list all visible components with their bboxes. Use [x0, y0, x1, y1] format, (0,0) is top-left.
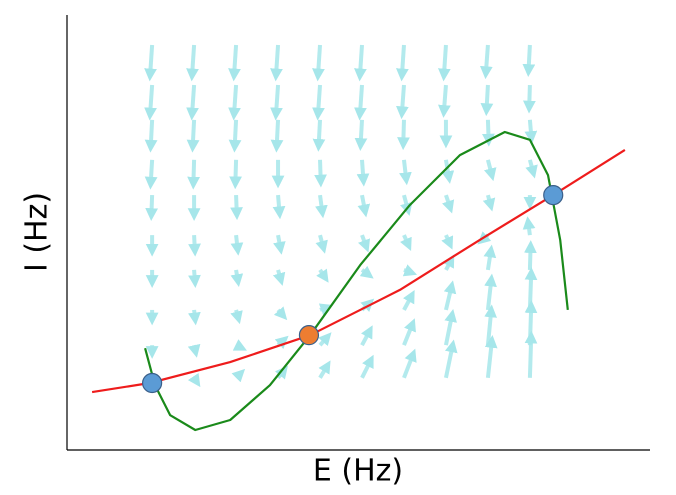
vector-arrow — [484, 273, 497, 311]
vector-arrow — [482, 119, 495, 147]
vector-arrow — [186, 44, 199, 82]
vector-arrow — [480, 84, 494, 117]
vector-arrow — [354, 44, 367, 82]
vector-arrow — [270, 84, 283, 121]
vector-arrow — [188, 235, 201, 257]
fixed-point — [543, 184, 564, 206]
vector-arrow — [524, 240, 537, 270]
vector-arrow — [354, 84, 367, 121]
vector-arrow — [187, 372, 201, 388]
vector-arrow — [479, 44, 493, 80]
vector-arrow — [443, 339, 458, 379]
vector-arrow — [312, 119, 326, 152]
vector-arrow — [312, 84, 325, 121]
vector-arrow — [270, 119, 284, 153]
vector-arrow — [230, 269, 244, 287]
vector-arrow — [315, 234, 328, 254]
vector-arrow — [230, 309, 243, 325]
vector-arrow — [402, 290, 415, 311]
vector-arrow — [272, 194, 286, 220]
vector-arrow — [359, 265, 374, 279]
vector-arrow — [399, 159, 412, 186]
fixed-point — [298, 325, 320, 346]
vector-arrow — [228, 44, 241, 82]
vector-arrow — [274, 365, 288, 380]
vector-arrow — [358, 234, 371, 253]
vector-arrow — [443, 309, 457, 346]
vector-arrow — [188, 269, 201, 288]
vector-arrow — [397, 119, 410, 151]
vector-arrow — [441, 194, 455, 214]
vector-arrow — [230, 234, 244, 256]
vector-arrow — [318, 360, 331, 379]
vector-arrow — [145, 195, 159, 221]
vector-arrow — [524, 119, 538, 144]
vector-arrow — [273, 234, 286, 255]
vector-arrow — [484, 159, 497, 182]
vector-arrow — [354, 119, 368, 151]
vector-arrow — [188, 309, 201, 326]
vector-arrow — [187, 343, 201, 358]
nullcline — [144, 130, 569, 432]
vector-arrow — [437, 44, 451, 82]
vector-arrow — [144, 119, 158, 153]
vector-arrow — [360, 325, 373, 347]
vector-arrow — [232, 339, 247, 351]
vector-arrow — [400, 194, 413, 216]
vector-arrow — [396, 44, 409, 82]
vector-arrow — [443, 280, 457, 311]
vector-arrow — [357, 194, 371, 218]
vector-arrow — [273, 306, 288, 321]
fixed-point — [142, 372, 163, 394]
vector-arrow — [270, 44, 283, 82]
vector-arrow — [484, 304, 497, 346]
vector-arrow — [231, 368, 246, 383]
vector-arrow — [318, 303, 334, 316]
vector-arrow — [400, 234, 412, 251]
y-axis-label: I (Hz) — [20, 192, 55, 272]
vector-arrow — [524, 330, 538, 378]
vector-arrow — [482, 194, 496, 212]
vector-arrow — [522, 44, 536, 77]
vector-arrow — [186, 119, 200, 153]
vector-arrow — [442, 254, 455, 271]
vector-arrow — [186, 84, 199, 121]
vector-arrow — [483, 244, 497, 271]
vector-arrow — [144, 44, 157, 82]
vector-arrow — [314, 159, 327, 188]
vector-arrow — [360, 354, 374, 379]
vector-field — [144, 44, 538, 390]
vector-arrow — [441, 234, 454, 250]
vector-arrow — [396, 84, 409, 120]
nullclines — [91, 130, 626, 432]
vector-arrow — [144, 84, 157, 121]
vector-arrow — [187, 159, 200, 190]
vector-arrow — [356, 159, 370, 187]
vector-arrow — [523, 84, 536, 114]
vector-arrow — [438, 84, 451, 118]
vector-arrow — [522, 216, 536, 236]
vector-arrow — [228, 119, 242, 153]
vector-arrow — [402, 318, 416, 346]
vector-arrow — [144, 159, 158, 190]
vector-arrow — [525, 159, 538, 179]
vector-arrow — [316, 268, 329, 283]
vector-arrow — [402, 348, 417, 379]
vector-arrow — [228, 84, 241, 121]
vector-arrow — [312, 44, 325, 82]
vector-arrow — [484, 334, 498, 379]
vector-arrow — [318, 332, 332, 347]
x-axis-label: E (Hz) — [313, 454, 403, 489]
vector-arrow — [230, 195, 243, 221]
vector-arrow — [524, 300, 538, 346]
nullcline — [91, 148, 626, 394]
vector-arrow — [524, 267, 538, 311]
vector-arrow — [315, 194, 328, 219]
vector-arrow — [402, 264, 418, 277]
vector-arrow — [229, 159, 242, 190]
vector-arrow — [272, 269, 286, 286]
